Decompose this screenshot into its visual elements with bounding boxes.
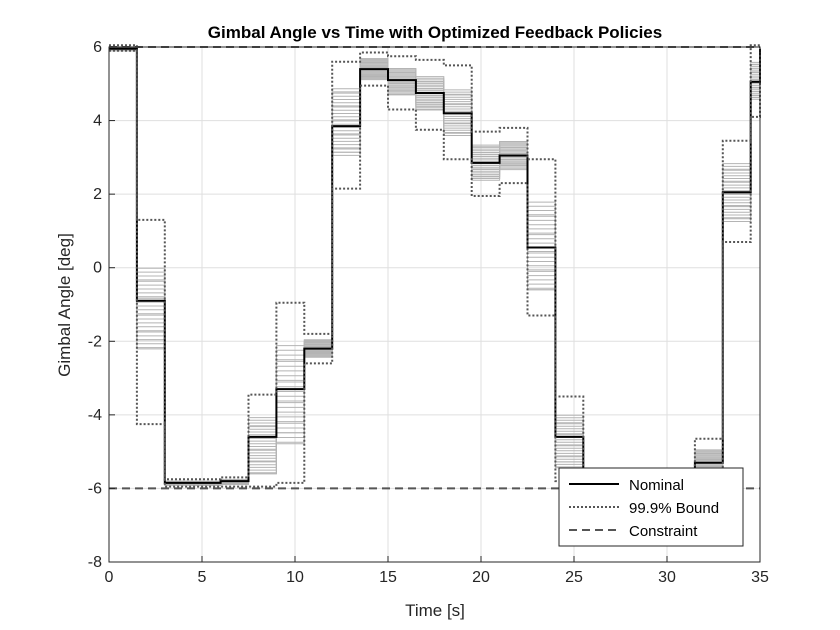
y-axis-label: Gimbal Angle [deg] bbox=[55, 233, 74, 377]
x-tick-label: 10 bbox=[286, 569, 304, 586]
bound-lower-line bbox=[109, 49, 761, 490]
plot-frame bbox=[108, 46, 761, 563]
legend-label: Constraint bbox=[629, 523, 698, 540]
legend-label: Nominal bbox=[629, 477, 684, 494]
legend-label: 99.9% Bound bbox=[629, 500, 719, 517]
chart-title: Gimbal Angle vs Time with Optimized Feed… bbox=[208, 23, 662, 42]
y-tick-label: 4 bbox=[93, 113, 102, 130]
y-tick-label: -2 bbox=[88, 333, 102, 350]
x-tick-label: 20 bbox=[472, 569, 490, 586]
y-tick-label: 0 bbox=[93, 260, 102, 277]
x-tick-label: 0 bbox=[105, 569, 114, 586]
y-tick-label: -4 bbox=[88, 407, 102, 424]
x-axis-label: Time [s] bbox=[405, 601, 465, 620]
axis-ticks: 0 5 10 15 20 25 30 35 -8 -6 -4 -2 0 2 4 6 bbox=[88, 39, 769, 586]
y-tick-label: 2 bbox=[93, 186, 102, 203]
x-tick-label: 30 bbox=[658, 569, 676, 586]
x-tick-label: 25 bbox=[565, 569, 583, 586]
y-tick-label: -6 bbox=[88, 480, 102, 497]
y-tick-label: 6 bbox=[93, 39, 102, 56]
x-tick-label: 5 bbox=[198, 569, 207, 586]
y-tick-label: -8 bbox=[88, 554, 102, 571]
x-tick-label: 35 bbox=[751, 569, 769, 586]
x-tick-label: 15 bbox=[379, 569, 397, 586]
legend: Nominal 99.9% Bound Constraint bbox=[558, 467, 744, 547]
